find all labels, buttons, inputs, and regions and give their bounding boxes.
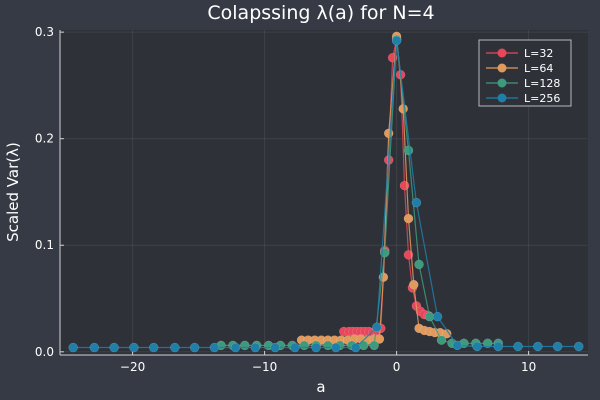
data-point — [331, 342, 341, 353]
data-point — [424, 311, 435, 322]
data-point — [409, 279, 419, 290]
data-point — [350, 342, 361, 353]
data-point — [270, 342, 280, 353]
data-point — [403, 213, 414, 224]
data-point — [129, 342, 139, 353]
data-point — [574, 341, 584, 352]
y-tick-label: 0.3 — [35, 25, 54, 39]
legend-label: L=64 — [524, 62, 553, 75]
chart-title: Colapssing λ(a) for N=4 — [207, 2, 434, 24]
data-point — [209, 342, 220, 353]
data-point — [290, 342, 300, 353]
data-point — [323, 340, 333, 351]
axes: −20 −10 0 10 0.0 0.1 0.2 0.3 — [35, 25, 588, 374]
legend-label: L=256 — [524, 92, 560, 105]
data-point — [472, 341, 482, 352]
data-point — [482, 338, 493, 349]
y-tick-label: 0.1 — [35, 238, 54, 252]
data-point — [493, 341, 503, 352]
data-point — [432, 311, 443, 322]
data-point — [403, 145, 414, 156]
data-point — [411, 197, 422, 208]
data-point — [436, 335, 447, 345]
data-point — [414, 259, 424, 270]
data-point — [452, 340, 463, 351]
data-point — [391, 35, 402, 46]
data-point — [533, 341, 543, 352]
legend: L=32 L=64 L=128 L=256 — [478, 39, 572, 107]
data-point — [68, 342, 78, 353]
series-layer — [68, 31, 584, 353]
legend-marker — [497, 78, 507, 88]
x-tick-label: −20 — [120, 360, 145, 374]
data-point — [189, 342, 200, 353]
y-tick-label: 0.0 — [35, 345, 54, 359]
legend-label: L=128 — [524, 77, 560, 90]
legend-label: L=32 — [524, 47, 553, 60]
x-axis-label: a — [316, 378, 325, 396]
legend-box — [478, 39, 572, 107]
legend-marker — [497, 93, 507, 103]
data-point — [230, 342, 241, 353]
data-point — [89, 342, 100, 353]
data-point — [552, 341, 563, 352]
data-point — [513, 341, 523, 352]
x-tick-label: 0 — [393, 360, 401, 374]
data-point — [372, 322, 382, 333]
x-tick-label: −10 — [252, 360, 277, 374]
legend-marker — [497, 48, 507, 58]
data-point — [299, 340, 309, 351]
data-point — [399, 180, 410, 191]
y-tick-label: 0.2 — [35, 132, 54, 146]
data-point — [311, 342, 321, 353]
legend-marker — [497, 63, 507, 73]
data-point — [170, 342, 180, 353]
data-point — [148, 342, 159, 353]
x-tick-label: 10 — [521, 360, 536, 374]
data-point — [240, 340, 250, 351]
data-point — [109, 342, 119, 353]
y-axis-label: Scaled Var(λ) — [4, 142, 22, 242]
data-point — [250, 342, 261, 353]
data-point — [369, 340, 379, 351]
grid — [60, 30, 588, 355]
series-l-256 — [68, 35, 584, 353]
